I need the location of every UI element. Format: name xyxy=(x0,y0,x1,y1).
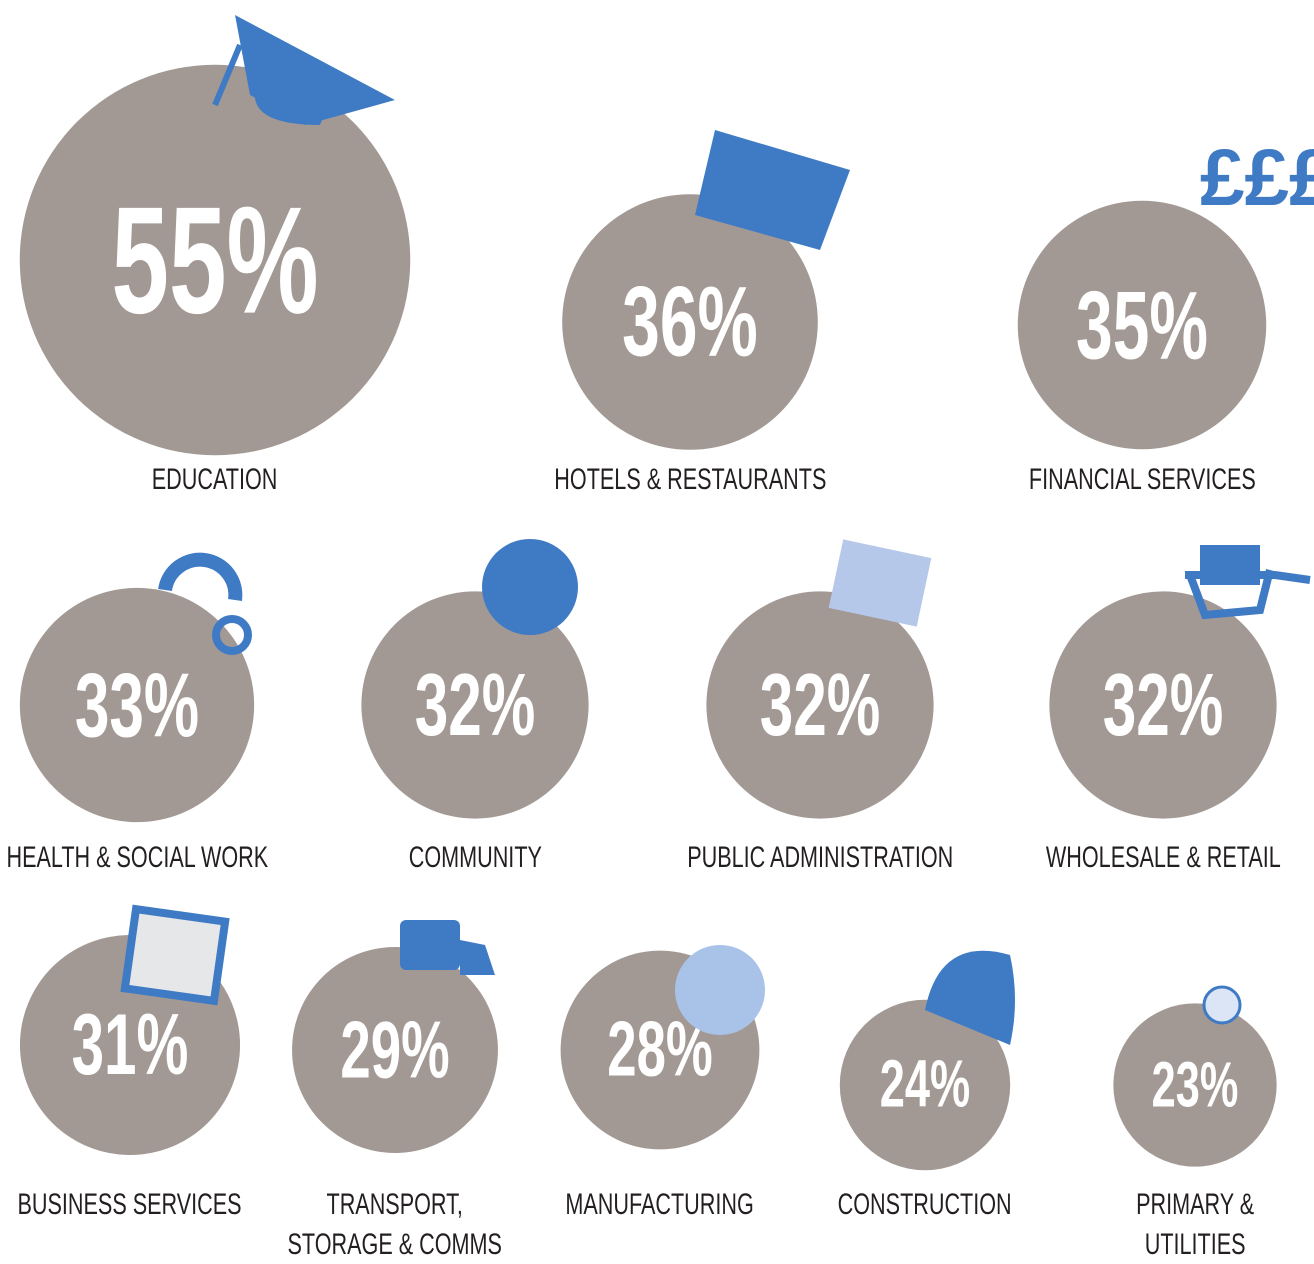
truck-icon xyxy=(460,940,495,975)
bubble xyxy=(19,587,255,823)
stethoscope-icon xyxy=(212,615,252,655)
category-label: PUBLIC ADMINISTRATION xyxy=(686,841,954,874)
category-label: HEALTH & SOCIAL WORK xyxy=(6,841,268,874)
truck-icon xyxy=(400,920,460,970)
percent-label: 32% xyxy=(1103,655,1224,754)
icons: £££ xyxy=(120,15,1314,1045)
cap-icon xyxy=(254,90,330,125)
percent-label: 32% xyxy=(760,655,881,754)
bubble xyxy=(562,194,818,450)
bubble xyxy=(1017,200,1267,450)
percent-label: 33% xyxy=(75,654,199,757)
monitor-icon xyxy=(120,904,230,1006)
cap-icon xyxy=(212,43,243,107)
hardhat-icon xyxy=(925,950,1015,1045)
bulb-icon xyxy=(1202,985,1242,1025)
percent-label: 24% xyxy=(880,1048,970,1122)
percent-label: 29% xyxy=(340,1005,449,1095)
globe-icon xyxy=(482,539,578,635)
stethoscope-icon xyxy=(158,552,243,601)
gear-icon xyxy=(675,945,765,1035)
bubble xyxy=(292,947,498,1153)
percent-label: 35% xyxy=(1076,271,1208,380)
percent-label: 31% xyxy=(72,997,189,1093)
bubble xyxy=(1113,1003,1277,1167)
percent-label: 23% xyxy=(1152,1049,1239,1120)
category-label: HOTELS & RESTAURANTS xyxy=(553,463,827,496)
category-label: EDUCATION xyxy=(152,463,278,496)
category-label: COMMUNITY xyxy=(408,841,542,874)
bubble xyxy=(361,591,589,819)
cart-icon xyxy=(1200,545,1260,585)
bubble xyxy=(19,64,411,456)
bubble xyxy=(1049,591,1277,819)
document-icon xyxy=(828,539,932,627)
percent-label: 32% xyxy=(415,655,536,754)
category-label: TRANSPORT, STORAGE & COMMS xyxy=(287,1188,503,1261)
percent-label: 36% xyxy=(622,266,758,377)
bubble xyxy=(839,999,1011,1171)
category-label: FINANCIAL SERVICES xyxy=(1028,463,1256,496)
percent-label: 55% xyxy=(111,175,318,346)
category-label: CONSTRUCTION xyxy=(837,1188,1012,1221)
category-label: BUSINESS SERVICES xyxy=(17,1188,243,1221)
shop-icon xyxy=(695,130,850,250)
category-label: WHOLESALE & RETAIL xyxy=(1045,841,1281,874)
bubble xyxy=(706,591,934,819)
category-label: PRIMARY & UTILITIES xyxy=(1135,1188,1255,1261)
category-label: MANUFACTURING xyxy=(565,1188,755,1221)
pound-icon: £££ xyxy=(1200,133,1314,222)
